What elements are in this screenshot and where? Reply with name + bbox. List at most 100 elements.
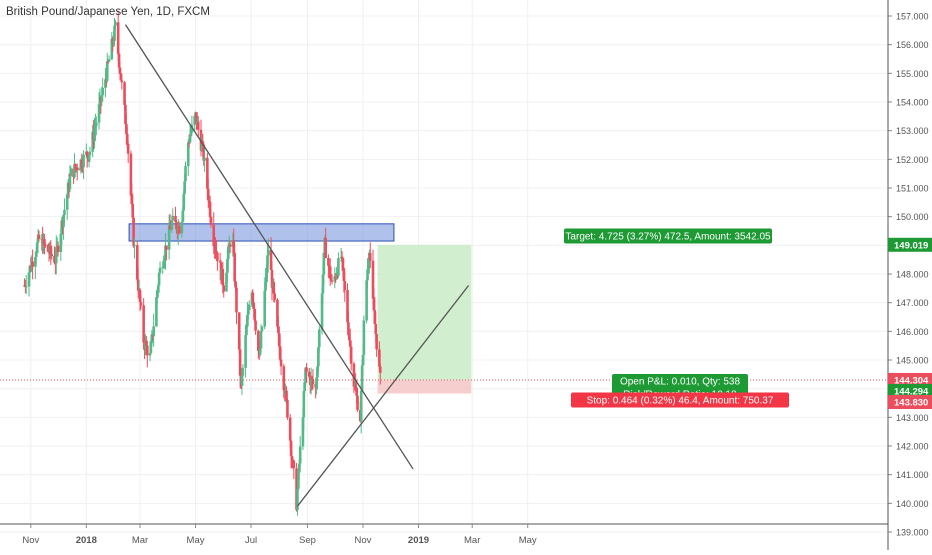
candle-body xyxy=(105,61,109,81)
candle-body xyxy=(322,252,326,275)
candle-body xyxy=(34,257,37,267)
candle-body xyxy=(273,293,277,300)
price-tick-label: 142.000 xyxy=(896,442,929,452)
stop-label: Stop: 0.464 (0.32%) 46.4, Amount: 750.37 xyxy=(587,396,774,407)
price-tick-label: 157.000 xyxy=(896,12,929,22)
candle-body xyxy=(349,346,353,364)
candle-body xyxy=(254,320,257,331)
candle-body xyxy=(348,335,351,341)
candle-body xyxy=(266,255,269,273)
candle-body xyxy=(139,302,143,306)
candle-body xyxy=(113,25,116,41)
price-tick-label: 139.000 xyxy=(896,528,929,538)
candle-body xyxy=(333,276,337,282)
candle-body xyxy=(296,488,299,511)
candle-body xyxy=(317,347,320,367)
candle-body xyxy=(270,269,274,288)
candle-body xyxy=(237,312,241,350)
candle-body xyxy=(208,201,212,218)
price-tick-label: 154.000 xyxy=(896,98,929,108)
candle-body xyxy=(196,121,200,130)
candle-body xyxy=(232,240,236,253)
price-tick-label: 153.000 xyxy=(896,126,929,136)
loss-zone xyxy=(377,380,472,394)
time-tick-label: Sep xyxy=(299,535,316,546)
candle-body xyxy=(277,333,281,347)
candle-body xyxy=(298,446,302,464)
candle-body xyxy=(226,246,230,259)
candle-body xyxy=(375,334,378,350)
candle-body xyxy=(188,136,192,143)
candle-body xyxy=(91,131,94,152)
candle-body xyxy=(177,225,181,234)
price-tag: 149.019 xyxy=(894,240,928,251)
candle-body xyxy=(263,290,266,327)
candle-body xyxy=(340,257,344,259)
profit-zone xyxy=(377,244,472,381)
candle-body xyxy=(184,166,187,182)
candle-body xyxy=(277,326,280,334)
price-tag-box xyxy=(888,237,932,252)
candle-body xyxy=(288,417,292,441)
price-tick-label: 155.000 xyxy=(896,69,929,79)
price-axis[interactable]: 139.000140.000141.000142.000143.000144.0… xyxy=(887,0,932,550)
time-tick-label: Nov xyxy=(22,535,39,546)
candle-body xyxy=(114,22,117,26)
grid xyxy=(0,0,888,533)
candle-body xyxy=(69,168,73,177)
candle-body xyxy=(116,22,120,54)
candle-body xyxy=(183,181,186,194)
price-tag-box xyxy=(888,384,932,398)
candle-body xyxy=(97,104,101,123)
candle-body xyxy=(119,73,123,81)
candle-body xyxy=(112,40,115,44)
candle-body xyxy=(129,153,133,196)
candle-body xyxy=(152,326,155,337)
candle-body xyxy=(318,329,321,348)
candle-body xyxy=(212,224,216,246)
candle-body xyxy=(290,456,294,460)
candle-body xyxy=(303,381,307,392)
candle-body xyxy=(110,38,114,60)
candle-body xyxy=(85,151,89,157)
candle-body xyxy=(335,274,338,279)
candle-body xyxy=(206,188,210,201)
candle-body xyxy=(174,215,177,222)
candle-body xyxy=(366,269,369,281)
candle-body xyxy=(195,112,198,125)
candle-body xyxy=(44,244,47,246)
candle-body xyxy=(221,269,225,286)
candle-body xyxy=(46,244,50,252)
time-tick-label: May xyxy=(519,535,537,546)
candle-body xyxy=(346,290,349,323)
price-tag: 143.830 xyxy=(894,398,928,409)
candle-body xyxy=(165,245,168,250)
candle-body xyxy=(104,79,107,88)
candle-body xyxy=(162,263,165,268)
candle-body xyxy=(120,80,124,83)
candle-body xyxy=(31,261,34,267)
candle-body xyxy=(157,272,161,286)
candle-body xyxy=(87,154,91,160)
position-labels: Target: 4.725 (3.27%) 472.5, Amount: 354… xyxy=(564,228,789,408)
time-tick-label: Mar xyxy=(464,535,480,546)
candle-body xyxy=(257,330,260,351)
candle-body xyxy=(158,267,162,273)
candle-body xyxy=(247,309,250,315)
candle-body xyxy=(214,246,217,251)
candle-body xyxy=(246,314,249,327)
candle-body xyxy=(138,289,142,303)
candle-body xyxy=(190,124,194,133)
trendlines xyxy=(124,24,470,507)
candle-body xyxy=(94,126,97,130)
price-tick-label: 146.000 xyxy=(896,327,929,337)
candle-body xyxy=(372,298,376,311)
candle-body xyxy=(150,334,154,344)
time-axis[interactable]: Nov 2018 Mar May Jul Sep Nov 2019 Mar May xyxy=(0,523,888,546)
time-tick-label: 2019 xyxy=(408,535,429,546)
target-label: Target: 4.725 (3.27%) 472.5, Amount: 354… xyxy=(565,232,771,243)
candle-body xyxy=(327,257,330,266)
candle-body xyxy=(302,391,306,418)
